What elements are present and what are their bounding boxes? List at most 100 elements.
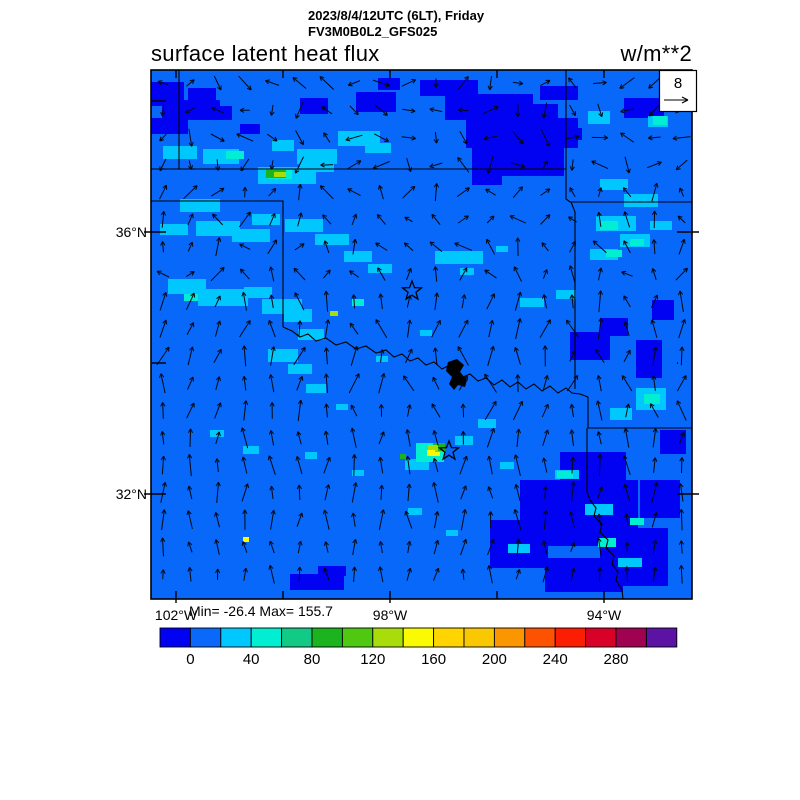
wind-arrow: [270, 509, 276, 530]
wind-arrow: [350, 427, 357, 448]
wind-arrow: [542, 429, 550, 447]
wind-arrow: [349, 322, 359, 335]
wind-arrow: [404, 216, 413, 223]
wind-arrow: [486, 155, 494, 175]
wind-arrow: [241, 345, 247, 367]
heat-patch: [545, 558, 623, 592]
wind-arrow: [431, 319, 441, 338]
heat-patch: [300, 160, 334, 172]
heat-patch: [434, 452, 440, 456]
wind-arrow: [623, 349, 631, 363]
wind-arrow: [297, 399, 303, 422]
wind-arrow: [159, 319, 168, 338]
axis-ticks: [144, 70, 699, 603]
heat-patch: [600, 221, 618, 230]
wind-arrow: [268, 540, 275, 554]
wind-arrow: [405, 348, 413, 364]
wind-arrow: [457, 76, 469, 90]
wind-arrow: [297, 183, 303, 201]
wind-arrow: [406, 404, 412, 417]
wind-arrow: [211, 106, 224, 114]
wind-arrow: [512, 186, 524, 199]
wind-arrow: [597, 103, 604, 118]
wind-arrow: [540, 214, 551, 225]
valid-time-title: 2023/8/4/12UTC (6LT), Friday: [308, 8, 485, 23]
heat-patch: [570, 332, 610, 360]
colorbar-segment: [615, 627, 647, 648]
wind-arrow: [212, 213, 224, 226]
wind-arrow: [297, 212, 303, 227]
wind-arrow: [406, 267, 412, 281]
heat-patch: [640, 480, 680, 518]
model-run-title: FV3M0B0L2_GFS025: [308, 24, 438, 39]
wind-arrow: [456, 187, 470, 198]
heat-patch: [420, 330, 432, 336]
wind-arrow: [188, 160, 193, 170]
wind-arrow: [379, 349, 385, 363]
wind-arrow: [652, 428, 658, 448]
wind-arrow: [432, 430, 439, 446]
heat-patch: [556, 290, 576, 299]
heat-patch: [290, 574, 344, 590]
wind-arrow: [324, 403, 330, 418]
heat-patch: [455, 436, 473, 445]
colorbar-segment: [463, 627, 495, 648]
wind-arrow: [378, 566, 384, 583]
wind-arrow: [597, 267, 603, 281]
wind-arrow: [434, 511, 440, 529]
wind-arrow: [486, 238, 496, 255]
wind-arrow: [542, 345, 548, 367]
wind-arrow: [160, 241, 166, 253]
wind-arrow: [597, 187, 603, 198]
wind-arrow: [679, 346, 685, 366]
heat-patch: [624, 194, 658, 207]
heat-patch: [151, 118, 188, 134]
wind-arrow: [434, 292, 440, 311]
wind-arrow: [675, 267, 688, 281]
wind-arrow: [296, 431, 302, 445]
wind-arrow: [406, 540, 412, 554]
wind-arrow: [484, 269, 497, 279]
heat-patch: [288, 364, 312, 374]
heat-patch: [338, 131, 380, 146]
wind-arrow: [187, 541, 193, 553]
wind-arrow: [241, 375, 248, 391]
wind-arrow: [569, 104, 576, 117]
wind-arrow: [214, 295, 221, 308]
wind-arrow: [373, 133, 390, 142]
wind-arrow: [324, 484, 331, 501]
wind-arrow: [268, 374, 275, 393]
heat-patch: [520, 298, 544, 307]
wind-arrow: [678, 238, 686, 255]
wind-arrow: [213, 75, 222, 91]
wind-arrow: [568, 265, 576, 283]
wind-arrow: [214, 539, 220, 555]
wind-arrow: [215, 568, 221, 580]
wind-arrow: [239, 243, 251, 250]
wind-arrow: [159, 291, 168, 311]
wind-arrow: [240, 158, 250, 172]
wind-arrow: [405, 429, 411, 447]
wind-arrow: [649, 403, 659, 418]
wind-arrow: [566, 375, 579, 392]
wind-arrow: [433, 78, 439, 88]
wind-arrow: [652, 346, 658, 366]
wind-arrow: [323, 269, 331, 279]
wind-arrow: [596, 375, 602, 392]
heat-patch: [606, 250, 622, 257]
wind-arrow: [187, 346, 195, 366]
wind-arrow: [431, 213, 441, 226]
reference-vector-frame: [658, 69, 698, 113]
wind-arrow: [269, 160, 275, 170]
heat-patch: [610, 408, 632, 420]
heat-patch: [330, 311, 338, 316]
wind-arrow: [623, 427, 630, 448]
wind-arrow: [621, 375, 633, 392]
wind-arrow: [569, 294, 575, 309]
wind-arrow: [457, 156, 470, 173]
wind-arrow: [185, 292, 195, 311]
heat-patch: [300, 98, 328, 114]
heat-patch: [557, 471, 573, 478]
